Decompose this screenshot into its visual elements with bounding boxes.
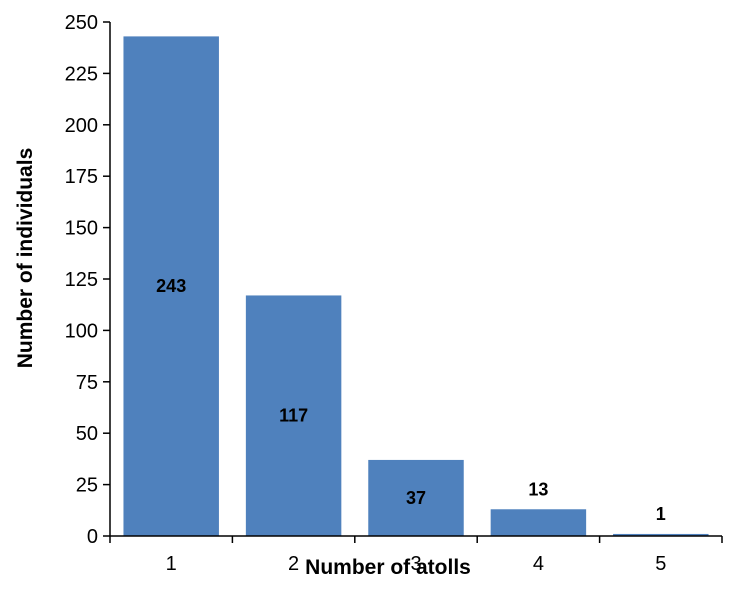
data-label-2: 117 xyxy=(279,406,308,426)
y-tick-label: 225 xyxy=(65,63,98,85)
bar-3 xyxy=(368,459,464,536)
x-tick-label: 2 xyxy=(288,553,299,575)
data-label-1: 243 xyxy=(156,276,186,296)
bar-4 xyxy=(490,509,587,536)
bar-1 xyxy=(123,36,219,536)
y-tick-label: 100 xyxy=(65,320,98,342)
data-label-5: 1 xyxy=(656,504,666,524)
x-tick-label: 5 xyxy=(655,553,666,575)
y-tick-label: 25 xyxy=(76,475,98,497)
y-tick-label: 75 xyxy=(76,372,98,394)
data-label-4: 13 xyxy=(528,479,548,499)
bars-group xyxy=(123,36,709,536)
y-axis-title: Number of individuals xyxy=(14,148,37,369)
x-axis-title: Number of atolls xyxy=(305,556,471,579)
y-tick-label: 200 xyxy=(65,115,98,137)
x-tick-label: 4 xyxy=(533,553,544,575)
x-axis-ticks: 1 2 3 4 5 xyxy=(109,536,723,575)
data-labels-group: 243 117 37 13 1 xyxy=(156,276,666,524)
y-axis-ticks: 0 25 50 75 100 125 150 175 200 225 250 xyxy=(65,12,110,548)
y-tick-label: 175 xyxy=(65,166,98,188)
data-label-3: 37 xyxy=(406,488,426,508)
y-tick-label: 125 xyxy=(65,269,98,291)
x-tick-label: 1 xyxy=(166,553,177,575)
x-tick-label: 3 xyxy=(410,553,421,575)
y-tick-label: 50 xyxy=(76,423,98,445)
bar-5 xyxy=(613,533,709,536)
y-tick-label: 250 xyxy=(65,12,98,34)
y-tick-label: 150 xyxy=(65,218,98,240)
y-tick-label: 0 xyxy=(87,526,98,548)
bar-2 xyxy=(245,295,342,536)
